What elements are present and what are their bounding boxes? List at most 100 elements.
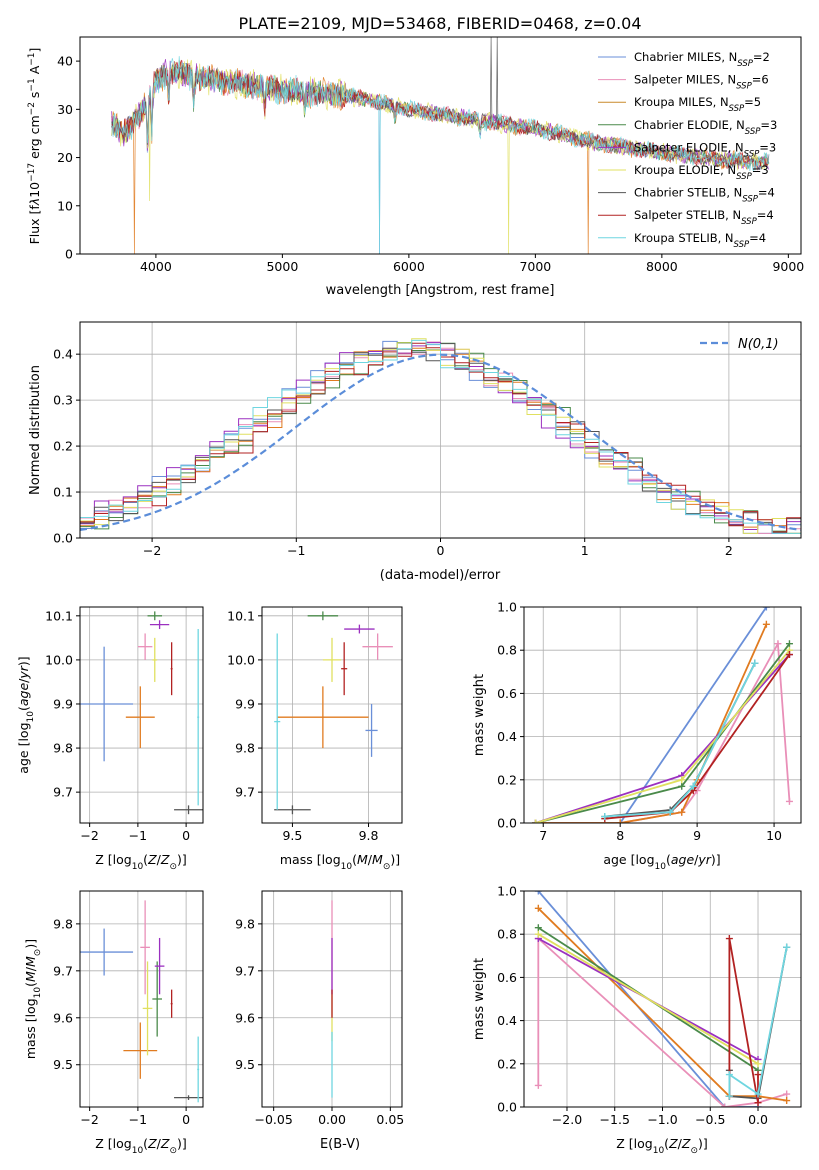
gaussian-legend-label: N(0,1): [738, 337, 779, 352]
mass-vs-EBV-plot: −0.05 0.00 0.05 9.5 9.6 9.7 9.8 E(B-V): [235, 890, 404, 1152]
histogram-plot-marks: [80, 338, 801, 538]
weight-marker-kroupa_miles: [783, 1097, 791, 1105]
x-tick-label: 7000: [519, 259, 551, 274]
weight-marker-chabrier_elodie: [678, 782, 686, 790]
y-tick-label: 0.0: [53, 531, 73, 546]
weight-marker-kroupa_elodie: [754, 1060, 762, 1068]
legend-label: Kroupa STELIB, NSSP=4: [634, 231, 766, 250]
y-tick-label: 9.9: [235, 696, 255, 711]
legend-label: Chabrier ELODIE, NSSP=3: [634, 118, 777, 137]
legend-label: Chabrier MILES, NSSP=2: [634, 50, 770, 69]
x-tick-label: 6000: [393, 259, 425, 274]
weight-line-kroupa_miles: [537, 907, 787, 1102]
weight-marker-chabrier_elodie: [534, 924, 542, 932]
y-tick-label: 0.6: [497, 970, 517, 985]
age-vs-Z-plot: −2 −1 0 9.7 9.8 9.9 10.0 10.1 Z [log10(Z/Z⊙)] age…: [16, 606, 204, 872]
x-axis-label: E(B-V): [320, 1137, 360, 1152]
gaussian-curve: [80, 353, 801, 531]
weight-line-salpeter_miles: [535, 640, 791, 823]
x-tick-label: −2: [80, 1112, 98, 1127]
y-tick-label: 0: [65, 247, 73, 262]
y-tick-label: 9.7: [53, 785, 73, 800]
x-axis-label: age [log10(age/yr)]: [603, 852, 720, 872]
y-tick-label: 0.4: [497, 729, 517, 744]
spectrum-plot: 4000 5000 6000 7000 8000 9000 0 10 20 30 40 wavelen…: [27, 36, 804, 298]
weight-marker-kroupa_stelib: [751, 659, 759, 667]
weight-vs-age-plot-marks: [532, 607, 793, 823]
x-axis-label: mass [log10(M/M⊙)]: [280, 852, 400, 872]
x-tick-label: −1.5: [600, 1112, 630, 1127]
y-tick-label: 0.4: [497, 1013, 517, 1028]
y-tick-label: 0.2: [497, 1056, 517, 1071]
y-tick-label: 9.7: [53, 963, 73, 978]
weight-marker-kroupa_elodie: [678, 776, 686, 784]
mass-vs-Z-plot: −2 −1 0 9.5 9.6 9.7 9.8 Z [log10(Z/Z⊙)] mass [lo…: [23, 890, 204, 1156]
legend-label: Salpeter MILES, NSSP=6: [634, 73, 769, 92]
x-tick-label: 8000: [646, 259, 678, 274]
y-axis-label: mass weight: [472, 958, 487, 1040]
weight-marker-kroupa_stelib: [601, 813, 609, 821]
spectrum-line-kroupa_stelib: [111, 56, 770, 254]
weight-vs-age-plot: 7 8 9 10 0.0 0.2 0.4 0.6 0.8 1.0 age [log10(age/yr…: [472, 600, 802, 872]
weight-marker-kroupa_miles: [678, 808, 686, 816]
x-tick-label: −2: [143, 543, 161, 558]
axes-frame: [261, 606, 403, 824]
x-tick-label: 0.00: [318, 1112, 346, 1127]
x-tick-label: 9.8: [359, 828, 379, 843]
weight-marker-kroupa_elodie: [532, 819, 540, 823]
weight-marker-kroupa_miles: [616, 819, 624, 823]
y-tick-label: 9.5: [53, 1057, 73, 1072]
legend-label: Salpeter STELIB, NSSP=4: [634, 208, 774, 227]
weight-marker-salpeter_miles: [783, 1090, 791, 1098]
x-tick-label: −0.05: [255, 1112, 293, 1127]
weight-line-salpeter_miles: [537, 936, 787, 1107]
weight-vs-Z-plot: −2.0 −1.5 −1.0 −0.5 0.0 0.0 0.2 0.4 0.6 0.8 1.0 Z […: [472, 884, 802, 1156]
weight-line-kroupa_stelib: [728, 947, 788, 1097]
x-tick-label: −1: [129, 828, 147, 843]
x-axis-label: Z [log10(Z/Z⊙)]: [95, 1136, 187, 1156]
x-tick-label: 10: [766, 828, 782, 843]
age-vs-mass-plot: 9.5 9.8 9.7 9.8 9.9 10.0 10.1 mass [log10(M/M⊙)…: [227, 606, 403, 872]
x-tick-label: −2: [80, 828, 98, 843]
weight-marker-chabrier_elodie: [785, 640, 793, 648]
x-tick-label: −1: [287, 543, 305, 558]
y-tick-label: 0.4: [53, 347, 73, 362]
x-axis-label: Z [log10(Z/Z⊙)]: [95, 852, 187, 872]
weight-marker-salpeter_stelib: [725, 935, 733, 943]
hist-steps-kroupa_stelib: [80, 339, 801, 538]
x-tick-label: 0.05: [376, 1112, 404, 1127]
x-tick-label: 0: [182, 1112, 190, 1127]
weight-marker-kroupa_stelib: [666, 808, 674, 816]
y-tick-label: 10.1: [227, 608, 255, 623]
legend-label: Chabrier STELIB, NSSP=4: [634, 186, 775, 205]
y-tick-label: 9.7: [235, 963, 255, 978]
x-tick-label: −1.0: [647, 1112, 677, 1127]
y-tick-label: 9.8: [53, 916, 73, 931]
weight-line-salpeter_stelib: [604, 653, 791, 820]
legend-label: Kroupa ELODIE, NSSP=3: [634, 163, 769, 182]
x-tick-label: 9: [693, 828, 701, 843]
x-tick-label: 1: [581, 543, 589, 558]
weight-marker-kroupa_miles: [534, 904, 542, 912]
axes-frame: [523, 606, 802, 824]
weight-marker-chabrier_miles: [534, 891, 542, 895]
x-tick-label: 7: [539, 828, 547, 843]
y-tick-label: 1.0: [497, 600, 517, 615]
age-vs-Z-plot-marks: [80, 611, 203, 815]
y-tick-label: 0.8: [497, 927, 517, 942]
weight-marker-salpeter_miles: [534, 1081, 542, 1089]
weight-marker-salpeter_miles: [785, 797, 793, 805]
x-axis-label: wavelength [Angstrom, rest frame]: [326, 283, 555, 298]
y-tick-label: 10.0: [45, 652, 73, 667]
x-tick-label: 8: [616, 828, 624, 843]
x-axis-label: Z [log10(Z/Z⊙)]: [616, 1136, 708, 1156]
x-axis-label: (data-model)/error: [380, 568, 501, 583]
y-tick-label: 0.8: [497, 643, 517, 658]
y-tick-label: 0.1: [53, 485, 73, 500]
weight-line-salpeter_stelib: [728, 938, 759, 1103]
y-tick-label: 0.3: [53, 393, 73, 408]
weight-marker-chabrier_miles: [762, 607, 770, 611]
y-tick-label: 9.9: [53, 696, 73, 711]
histogram-plot: −2 −1 0 1 2 0.0 0.1 0.2 0.3 0.4 N(0,1) (data-model)…: [28, 321, 802, 583]
